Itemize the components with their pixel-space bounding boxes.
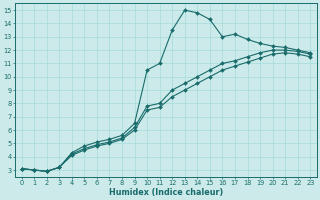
- X-axis label: Humidex (Indice chaleur): Humidex (Indice chaleur): [109, 188, 223, 197]
